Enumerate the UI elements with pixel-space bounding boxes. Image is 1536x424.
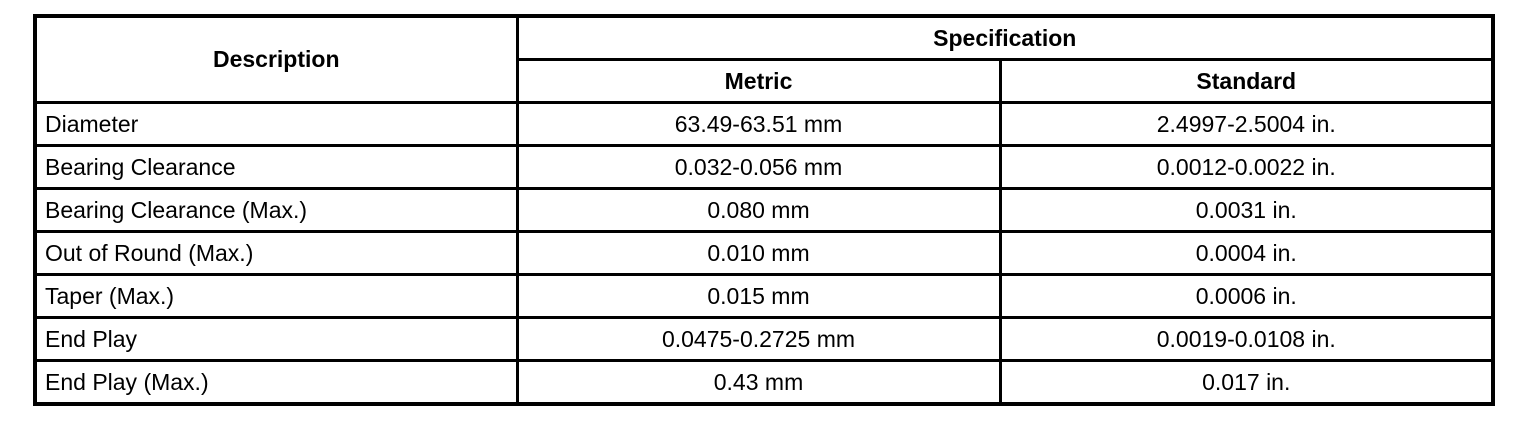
metric-value: 0.015 mm	[515, 273, 1002, 319]
row-description: Out of Round (Max.)	[33, 230, 519, 276]
standard-value: 0.0012-0.0022 in.	[998, 144, 1495, 190]
standard-value: 0.017 in.	[998, 359, 1495, 406]
header-specification: Specification	[515, 14, 1495, 61]
standard-value: 0.0031 in.	[998, 187, 1495, 233]
standard-value: 2.4997-2.5004 in.	[998, 101, 1495, 147]
table-row: End Play 0.0475-0.2725 mm 0.0019-0.0108 …	[33, 316, 1495, 362]
row-description: Taper (Max.)	[33, 273, 519, 319]
header-row-2: Metric Standard	[35, 58, 1495, 104]
standard-value: 0.0019-0.0108 in.	[998, 316, 1495, 362]
metric-value: 0.43 mm	[515, 359, 1002, 406]
specification-table: Description Specification Metric Standar…	[33, 14, 1495, 406]
metric-value: 63.49-63.51 mm	[515, 101, 1002, 147]
row-description: Bearing Clearance	[33, 144, 519, 190]
standard-value: 0.0006 in.	[998, 273, 1495, 319]
table-row: Out of Round (Max.) 0.010 mm 0.0004 in.	[33, 230, 1495, 276]
table-row: Bearing Clearance 0.032-0.056 mm 0.0012-…	[33, 144, 1495, 190]
standard-value: 0.0004 in.	[998, 230, 1495, 276]
row-description: End Play	[33, 316, 519, 362]
metric-value: 0.080 mm	[515, 187, 1002, 233]
table-row: Taper (Max.) 0.015 mm 0.0006 in.	[33, 273, 1495, 319]
table-row: Bearing Clearance (Max.) 0.080 mm 0.0031…	[33, 187, 1495, 233]
metric-value: 0.010 mm	[515, 230, 1002, 276]
table-row: Diameter 63.49-63.51 mm 2.4997-2.5004 in…	[33, 101, 1495, 147]
header-description: Description	[33, 14, 519, 104]
header-row-1: Description Specification	[33, 14, 1495, 104]
metric-value: 0.0475-0.2725 mm	[515, 316, 1002, 362]
metric-value: 0.032-0.056 mm	[515, 144, 1002, 190]
row-description: Diameter	[33, 101, 519, 147]
header-standard: Standard	[998, 58, 1495, 104]
header-metric: Metric	[515, 58, 1002, 104]
specification-table-container: Description Specification Metric Standar…	[33, 14, 1495, 406]
row-description: Bearing Clearance (Max.)	[33, 187, 519, 233]
row-description: End Play (Max.)	[33, 359, 519, 406]
table-row: End Play (Max.) 0.43 mm 0.017 in.	[33, 359, 1495, 406]
